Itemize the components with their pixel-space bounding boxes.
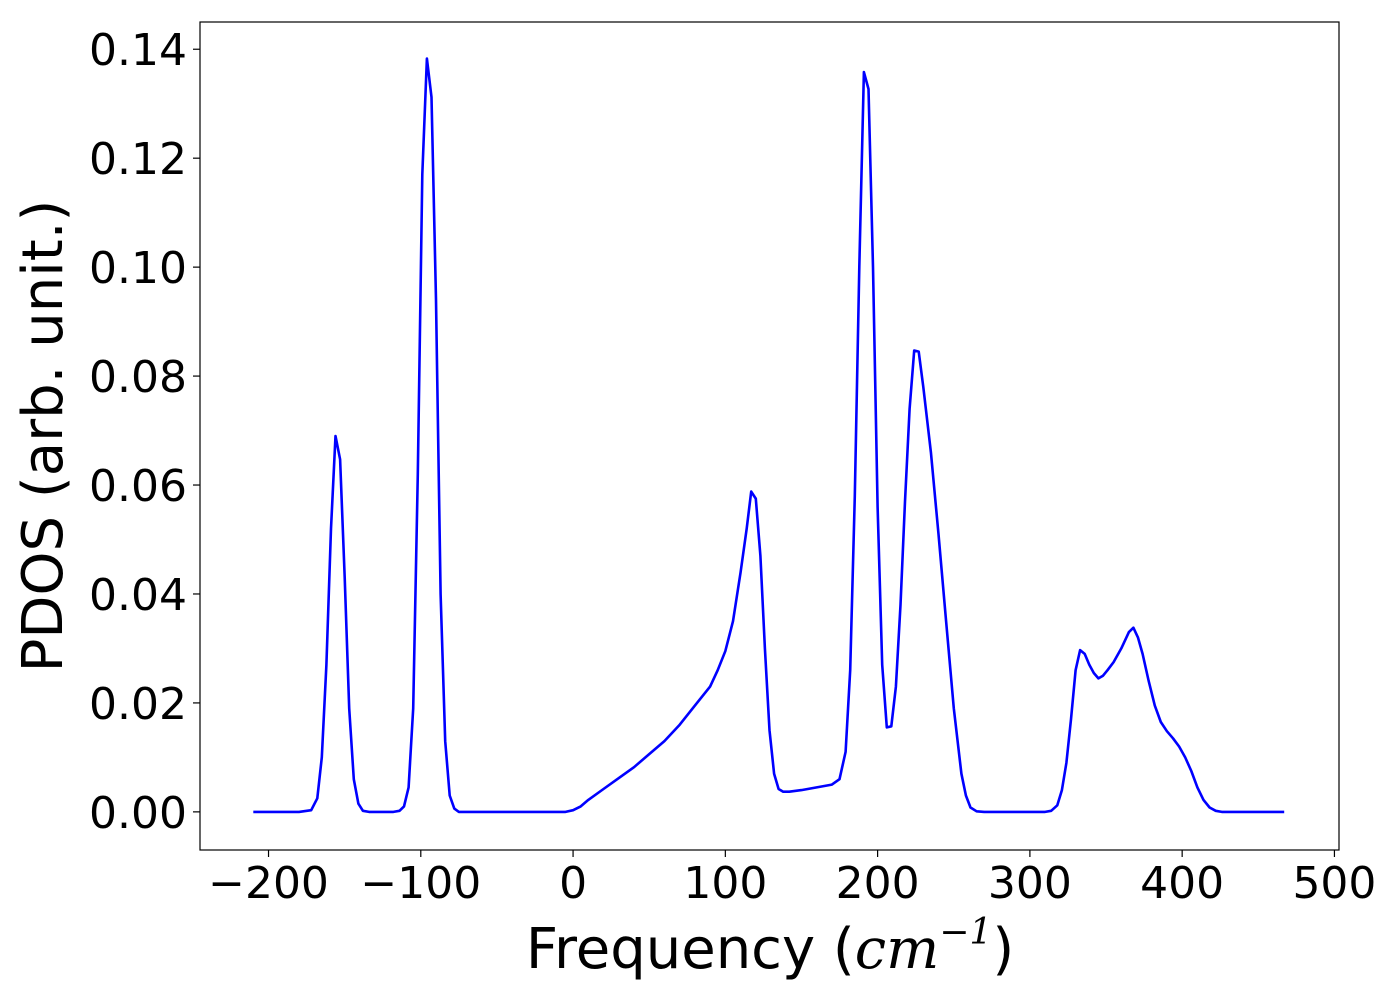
- y-tick-label: 0.00: [89, 788, 187, 839]
- x-axis-label: Frequency (cm−1): [526, 912, 1014, 982]
- x-tick-label: −100: [360, 858, 481, 909]
- y-axis-label: PDOS (arb. unit.): [11, 200, 76, 673]
- x-tick-label: 0: [559, 858, 587, 909]
- x-tick-label: 200: [836, 858, 920, 909]
- y-tick-label: 0.10: [89, 243, 187, 294]
- pdos-series-line: [253, 57, 1285, 814]
- y-tick-label: 0.08: [89, 352, 187, 403]
- y-tick-label: 0.04: [89, 570, 187, 621]
- x-tick-label: −200: [208, 858, 329, 909]
- y-tick-label: 0.06: [89, 461, 187, 512]
- y-axis-ticks: 0.00 0.02 0.04 0.06 0.08 0.10 0.12 0.14: [89, 25, 200, 839]
- y-tick-label: 0.12: [89, 134, 187, 185]
- x-tick-label: 500: [1292, 858, 1376, 909]
- x-tick-label: 100: [683, 858, 767, 909]
- x-axis-ticks: −200 −100 0 100 200 300 400 500: [208, 850, 1376, 909]
- y-tick-label: 0.14: [89, 25, 187, 76]
- x-tick-label: 400: [1140, 858, 1224, 909]
- x-tick-label: 300: [988, 858, 1072, 909]
- plot-frame: [199, 21, 1340, 851]
- y-tick-label: 0.02: [89, 679, 187, 730]
